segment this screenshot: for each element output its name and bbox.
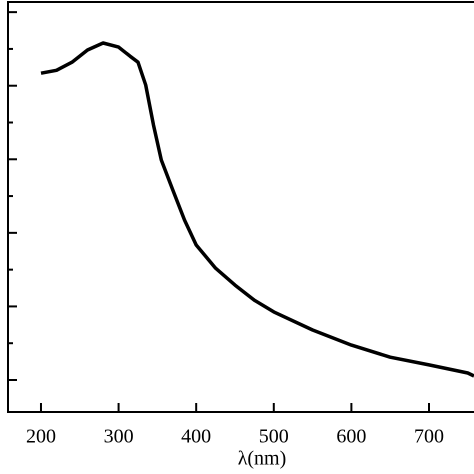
x-tick-label: 700 [414,426,444,448]
x-tick-label: 200 [26,426,56,448]
x-tick-label: 500 [259,426,289,448]
x-tick-label: 600 [336,426,366,448]
plot-frame [7,1,474,413]
x-tick-label: 400 [181,426,211,448]
x-tick-label: 300 [104,426,134,448]
spectrum-line [40,41,474,378]
x-axis-label: λ(nm) [238,448,287,470]
